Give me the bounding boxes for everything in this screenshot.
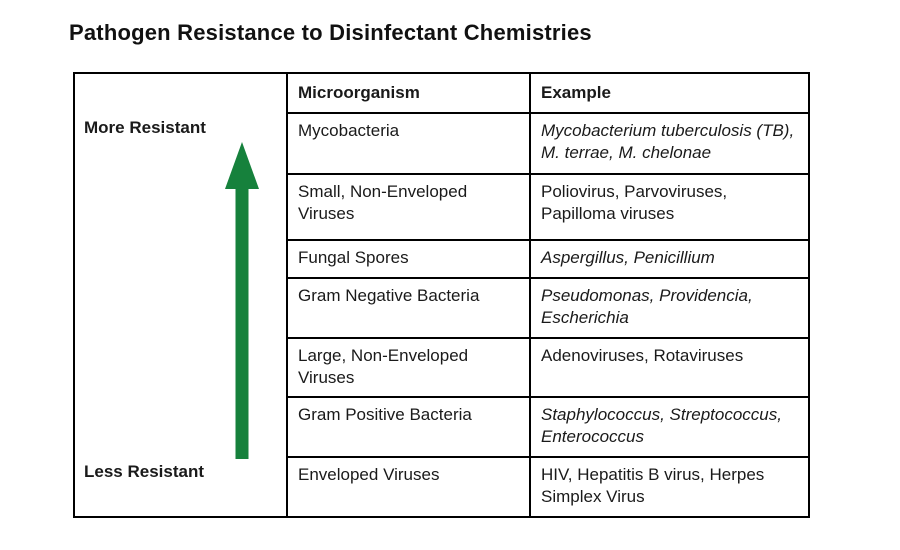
table-row-example: Mycobacterium tuberculosis (TB), M. terr…: [529, 112, 808, 173]
page-title: Pathogen Resistance to Disinfectant Chem…: [69, 20, 592, 45]
table-row-example: Staphylococcus, Streptococcus, Enterococ…: [529, 396, 808, 456]
table-row-example: Aspergillus, Penicillium: [529, 239, 808, 277]
table-row-example: Pseudomonas, Providencia, Escherichia: [529, 277, 808, 337]
table-row-microorganism: Small, Non-Enveloped Viruses: [288, 173, 529, 239]
table-row-microorganism: Gram Negative Bacteria: [288, 277, 529, 337]
table-row-microorganism: Enveloped Viruses: [288, 456, 529, 516]
resistance-axis-column: More Resistant Less Resistant: [75, 74, 288, 516]
table-row-microorganism: Gram Positive Bacteria: [288, 396, 529, 456]
table-row-example: HIV, Hepatitis B virus, Herpes Simplex V…: [529, 456, 808, 516]
up-arrow-icon: [225, 142, 259, 459]
less-resistant-label: Less Resistant: [84, 462, 204, 481]
pathogen-resistance-figure: More Resistant Less Resistant Microorgan…: [73, 72, 810, 518]
table-row-microorganism: Mycobacteria: [288, 112, 529, 173]
table-row-microorganism: Large, Non-Enveloped Viruses: [288, 337, 529, 396]
more-resistant-label: More Resistant: [84, 118, 206, 137]
table-row-example: Poliovirus, Parvoviruses, Papilloma viru…: [529, 173, 808, 239]
table-row-example: Adenoviruses, Rotaviruses: [529, 337, 808, 396]
pathogen-table: Microorganism Example Mycobacteria Mycob…: [288, 74, 808, 516]
table-row-microorganism: Fungal Spores: [288, 239, 529, 277]
column-header-microorganism: Microorganism: [298, 83, 420, 102]
column-header-example: Example: [529, 74, 808, 112]
